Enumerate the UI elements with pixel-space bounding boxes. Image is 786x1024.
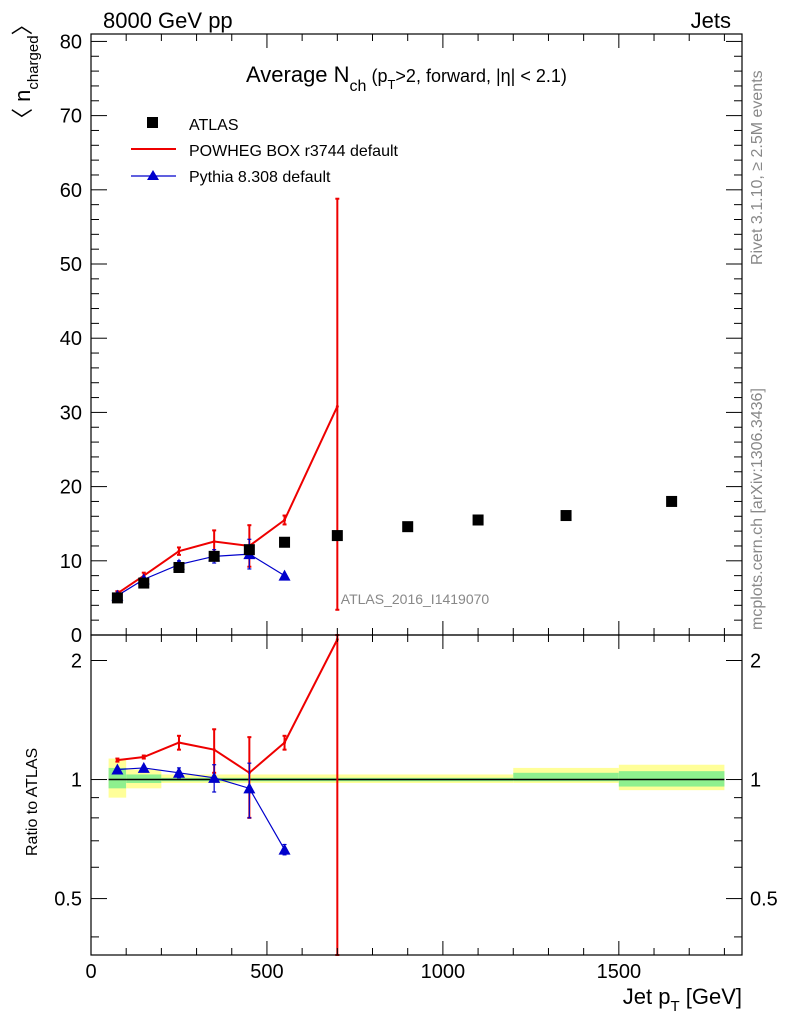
ratio-y-tick-label-right: 2 [750, 650, 761, 672]
y-tick-label: 30 [60, 402, 82, 424]
x-tick-label: 0 [85, 961, 96, 983]
atlas-point [138, 578, 149, 589]
ratio-pythia-point [243, 782, 255, 793]
pythia-line [117, 554, 284, 596]
header-right: Jets [691, 8, 731, 33]
atlas-point [666, 496, 677, 507]
legend-atlas-label: ATLAS [189, 117, 239, 134]
pythia-point [279, 570, 291, 581]
atlas-point [112, 592, 123, 603]
y-tick-label: 60 [60, 180, 82, 202]
y-tick-label: 10 [60, 551, 82, 573]
main-series [111, 199, 677, 610]
y-tick-label: 50 [60, 254, 82, 276]
y-tick-label: 40 [60, 328, 82, 350]
ratio-powheg-line [117, 640, 337, 773]
ratio-series [111, 635, 339, 955]
ratio-powheg-point [283, 741, 286, 744]
rivet-label: Rivet 3.1.10, ≥ 2.5M events [749, 70, 766, 265]
y-axis-label-ratio: Ratio to ATLAS [24, 748, 41, 856]
atlas-point [561, 510, 572, 521]
ratio-y-tick-label: 0.5 [54, 889, 82, 911]
legend-pythia-marker [147, 170, 159, 180]
atlas-point [244, 544, 255, 555]
ratio-powheg-point [116, 759, 119, 762]
y-axis-label-main: 〈 ncharged〉 [10, 13, 42, 130]
ratio-frame [91, 635, 742, 955]
ratio-y-tick-label: 1 [71, 770, 82, 792]
x-tick-label: 500 [250, 961, 283, 983]
legend-pythia-label: Pythia 8.308 default [189, 169, 331, 186]
legend-atlas-marker [147, 117, 158, 128]
chart-title: Average Nch (pT>2, forward, |η| < 2.1) [246, 62, 567, 95]
powheg-point [177, 550, 180, 553]
atlas-point [332, 530, 343, 541]
x-tick-label: 1000 [421, 961, 466, 983]
atlas-point [402, 521, 413, 532]
ratio-uncertainty-bands [109, 759, 725, 798]
y-tick-label: 20 [60, 477, 82, 499]
ratio-powheg-point [142, 756, 145, 759]
legend: ATLAS POWHEG BOX r3744 default Pythia 8.… [131, 117, 399, 186]
powheg-point [283, 518, 286, 521]
ratio-powheg-point [213, 748, 216, 751]
legend-powheg-label: POWHEG BOX r3744 default [189, 143, 399, 160]
atlas-point [473, 514, 484, 525]
band-green [126, 774, 161, 783]
ratio-y-tick-label: 2 [71, 650, 82, 672]
atlas-point [173, 562, 184, 573]
ratio-pythia-point [279, 844, 291, 855]
mcplots-label: mcplots.cern.ch [arXiv:1306.3436] [749, 388, 766, 630]
y-tick-label: 70 [60, 106, 82, 128]
y-tick-label: 0 [71, 625, 82, 647]
powheg-point [213, 540, 216, 543]
header-left: 8000 GeV pp [103, 8, 233, 33]
ratio-pythia-point [138, 762, 150, 773]
ratio-powheg-point [177, 741, 180, 744]
y-tick-label: 80 [60, 31, 82, 53]
atlas-point [209, 551, 220, 562]
analysis-watermark: ATLAS_2016_I1419070 [341, 591, 490, 607]
ratio-y-tick-label-right: 0.5 [750, 889, 778, 911]
powheg-line [117, 406, 337, 593]
powheg-point [336, 405, 339, 408]
ratio-y-tick-label-right: 1 [750, 770, 761, 792]
chart-canvas: 8000 GeV pp Jets Rivet 3.1.10, ≥ 2.5M ev… [0, 0, 786, 1024]
atlas-point [279, 537, 290, 548]
x-tick-label: 1500 [597, 961, 642, 983]
x-axis-label: Jet pT [GeV] [623, 984, 742, 1015]
axes: 0 500 1000 1500 0 10 20 30 40 50 60 70 80 0.5 0.5 1 1 2 2 [54, 31, 778, 983]
